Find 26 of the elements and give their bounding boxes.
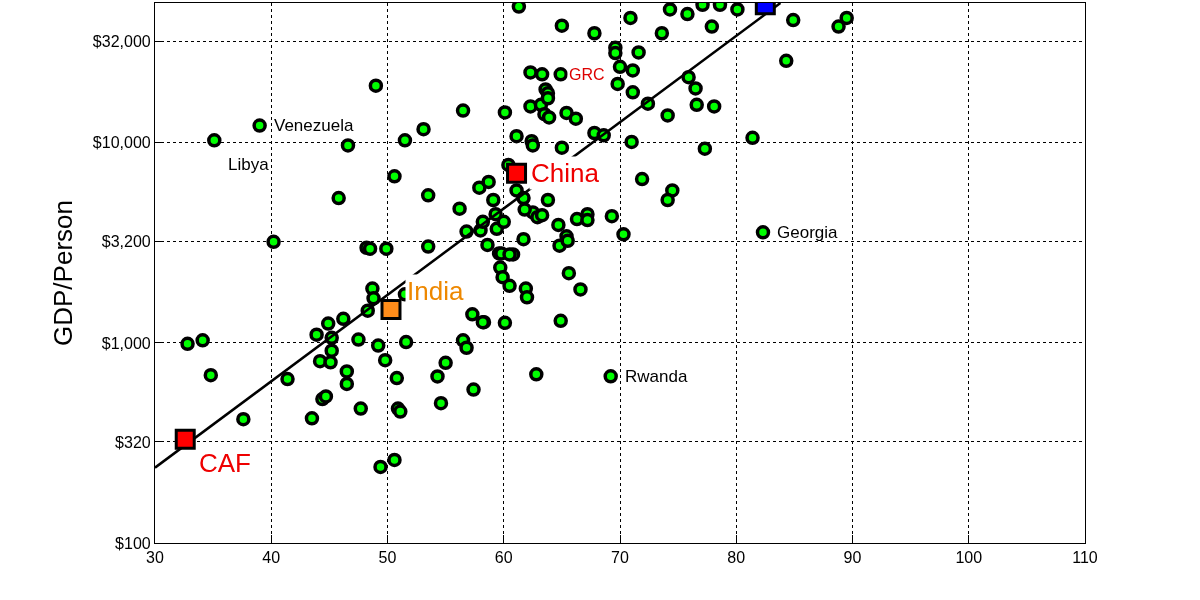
- annotation: Georgia: [777, 223, 839, 242]
- y-axis-title: GDP/Person: [48, 200, 79, 346]
- x-tick-label: 30: [146, 549, 164, 567]
- x-tick-label: 40: [262, 549, 281, 567]
- y-tick-label: $320: [115, 433, 151, 451]
- annotation: GRC: [569, 66, 605, 83]
- x-tick-label: 50: [378, 549, 397, 567]
- annotation: CAF: [199, 448, 251, 478]
- annotation: India: [407, 276, 464, 306]
- x-tick-label: 100: [955, 549, 983, 567]
- x-tick-label: 60: [494, 549, 513, 567]
- annotation: China: [531, 158, 600, 188]
- x-tick-label: 80: [727, 549, 746, 567]
- annotation: Libya: [228, 155, 270, 174]
- x-tick-label: 90: [843, 549, 862, 567]
- annotation: Rwanda: [625, 367, 688, 386]
- annotation: Venezuela: [274, 116, 354, 135]
- y-tick-label: $3,200: [101, 233, 151, 251]
- y-tick-label: $10,000: [92, 134, 151, 152]
- point: [174, 428, 196, 450]
- y-tick-label: $1,000: [101, 334, 151, 352]
- x-tick-label: 110: [1072, 549, 1098, 567]
- y-tick-label: $32,000: [92, 33, 151, 51]
- x-tick-label: 70: [611, 549, 629, 567]
- y-tick-label: $100: [115, 534, 151, 552]
- point: [380, 298, 402, 320]
